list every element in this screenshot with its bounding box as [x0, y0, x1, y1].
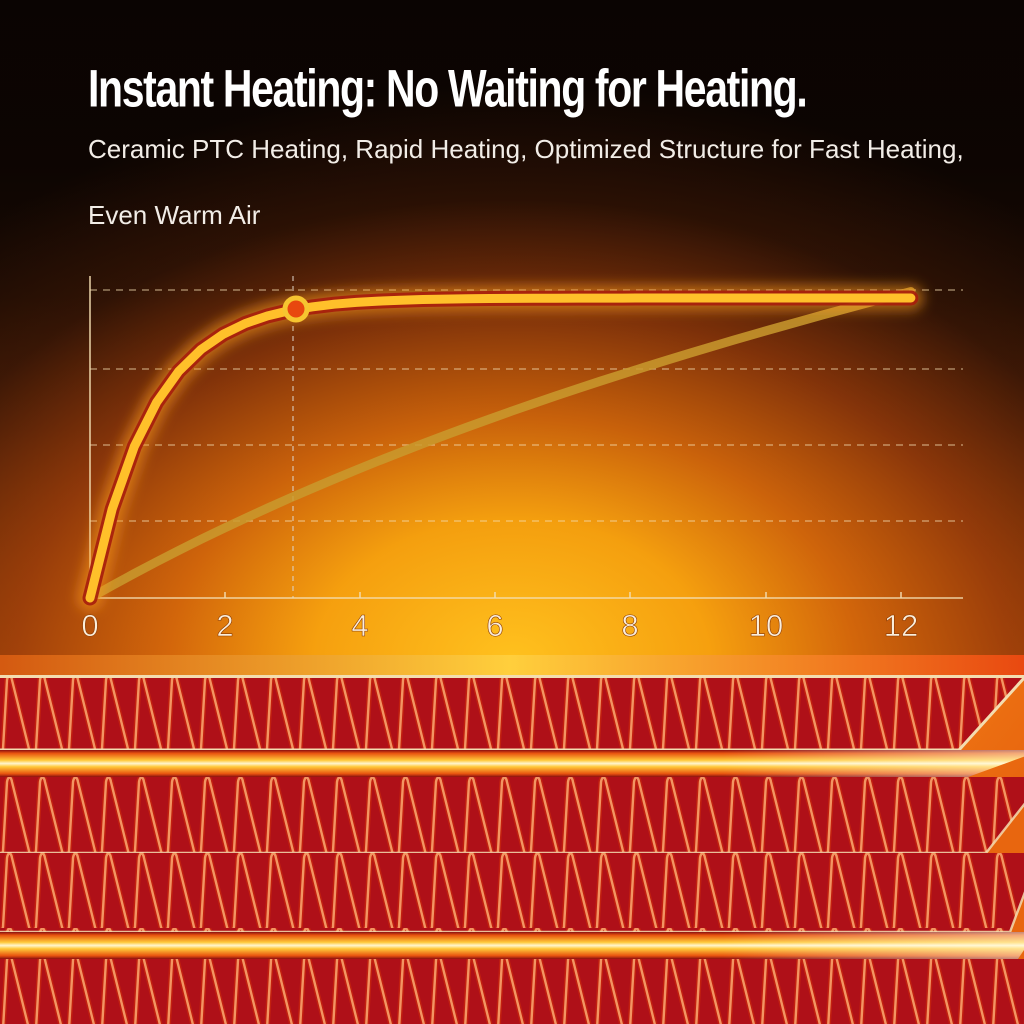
svg-text:6: 6 — [486, 608, 503, 643]
svg-text:12: 12 — [884, 608, 918, 643]
svg-text:10: 10 — [749, 608, 783, 643]
svg-text:2: 2 — [216, 608, 233, 643]
svg-text:8: 8 — [621, 608, 638, 643]
svg-text:0: 0 — [81, 608, 98, 643]
svg-text:4: 4 — [351, 608, 368, 643]
